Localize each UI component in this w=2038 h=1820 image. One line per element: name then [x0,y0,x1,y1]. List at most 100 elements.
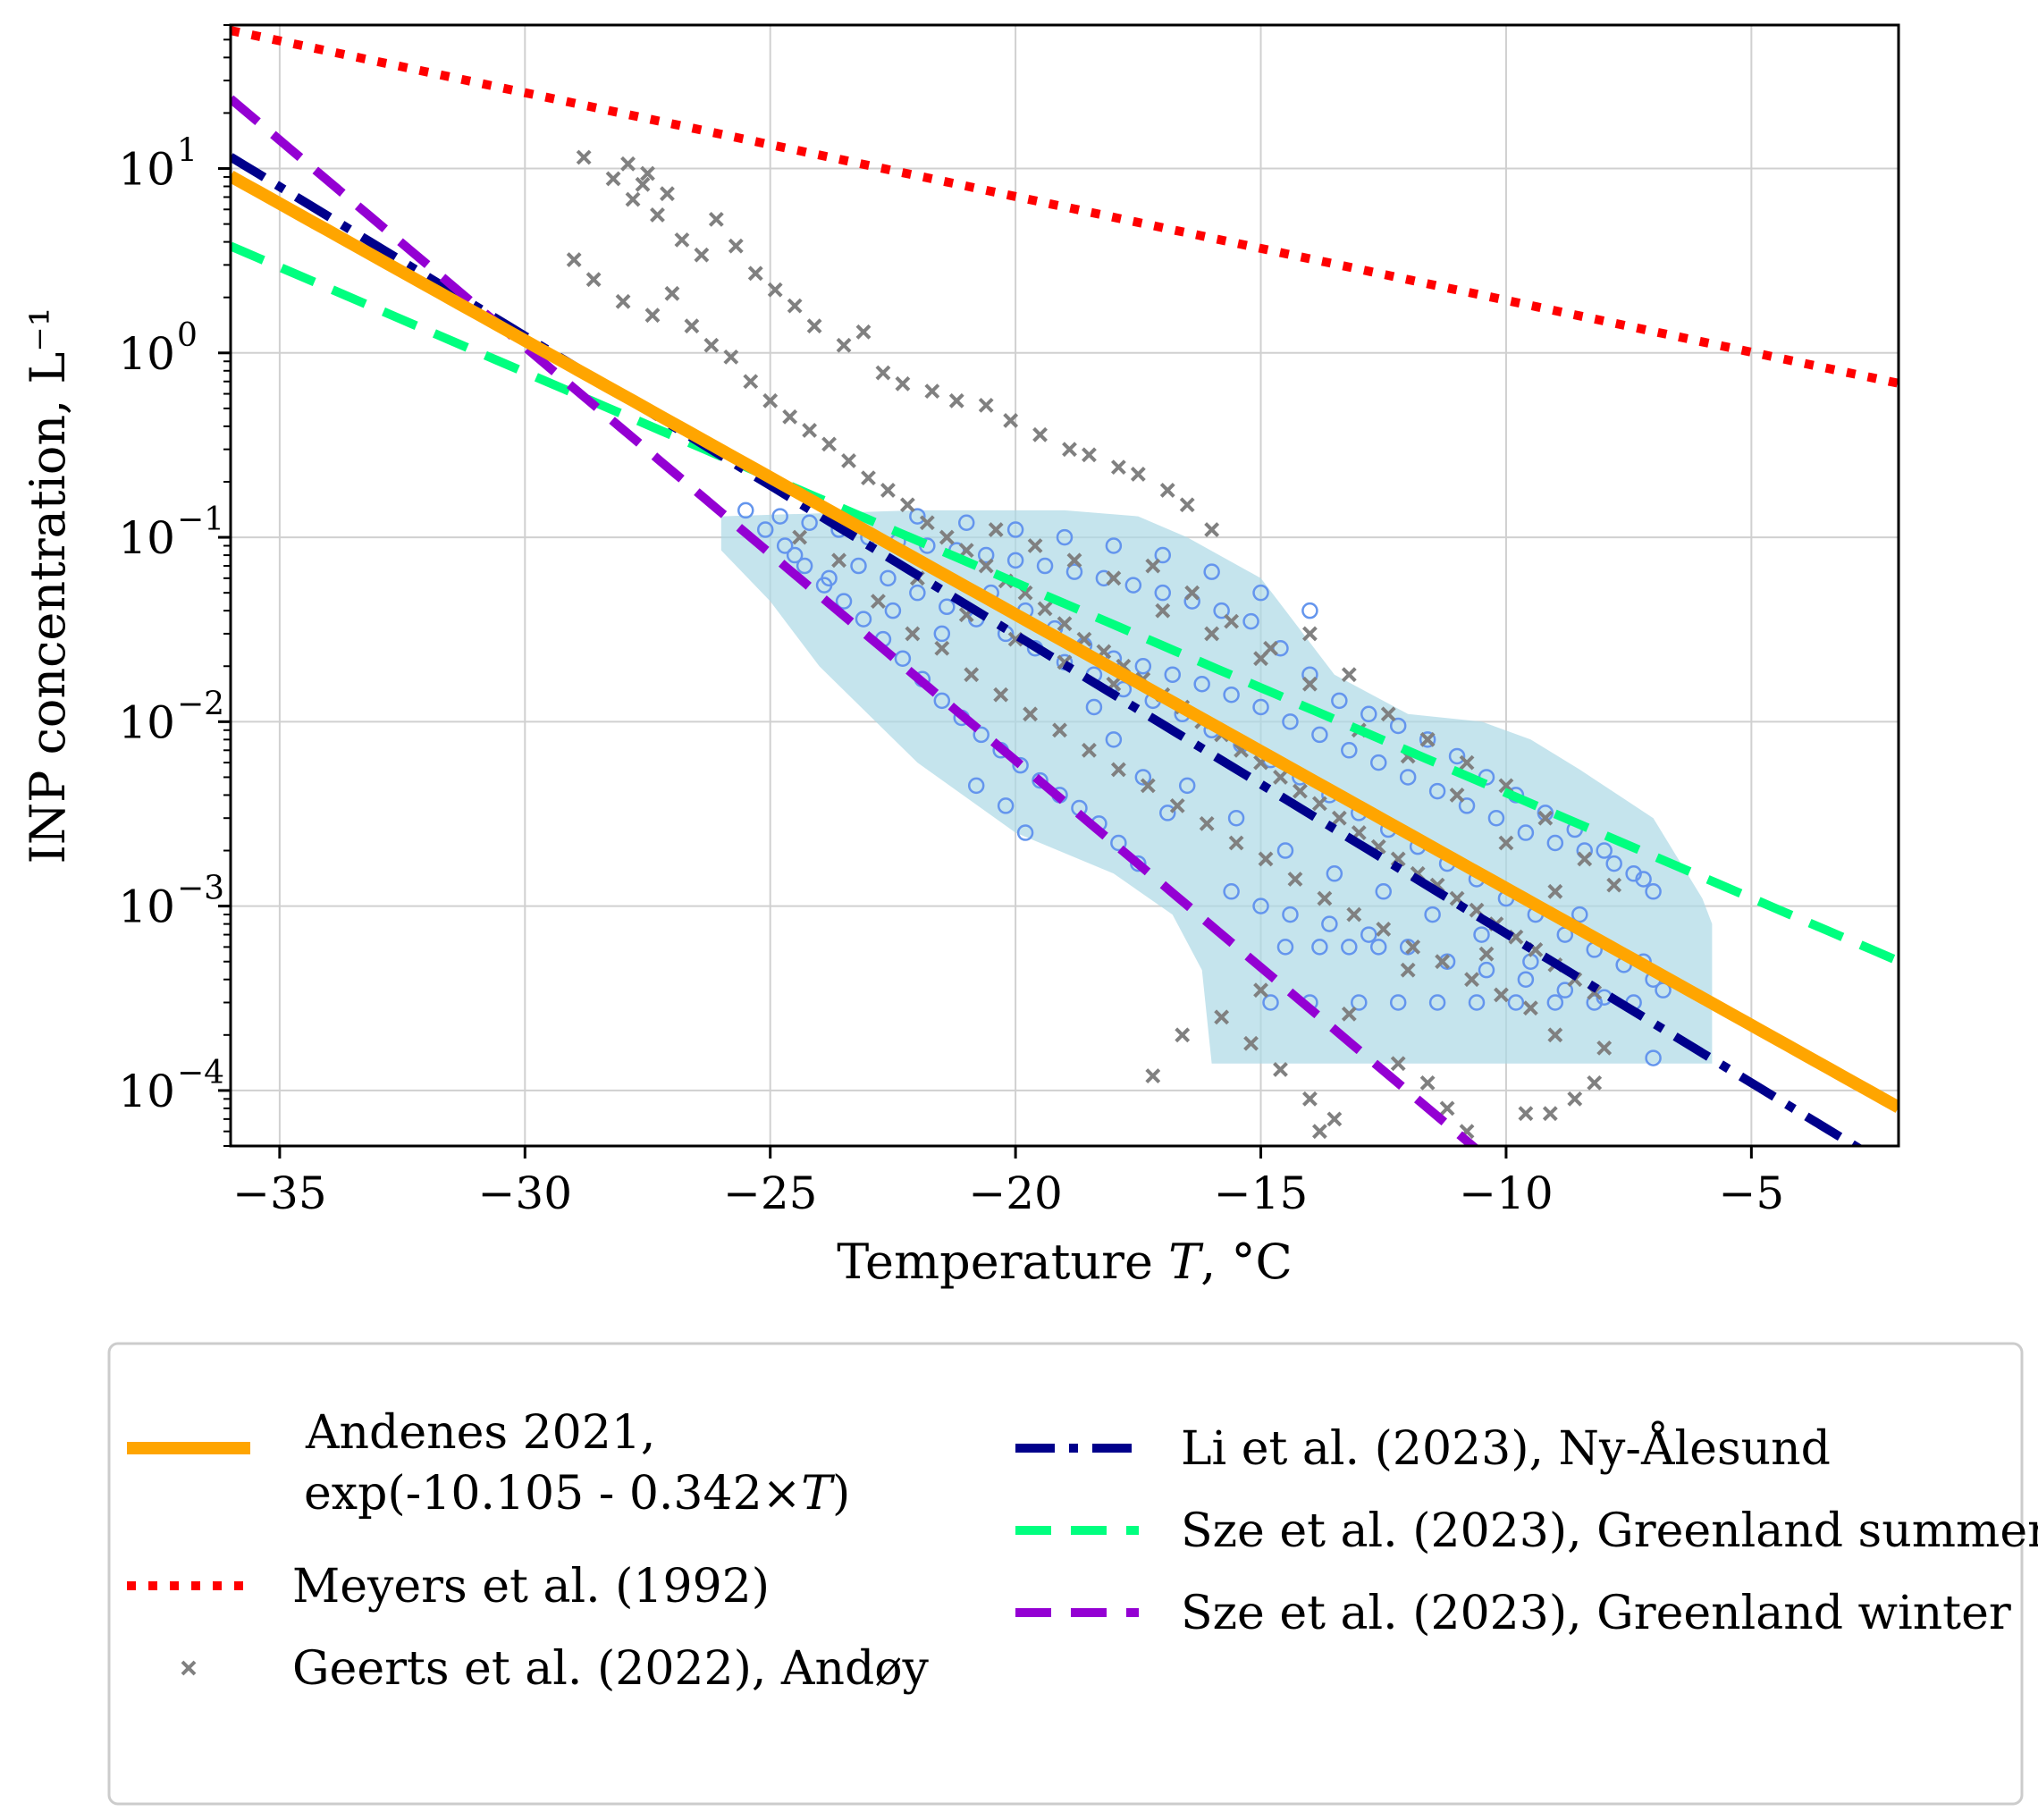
y-tick-exponent: −4 [177,1055,224,1091]
geerts-point [988,522,1004,537]
inp-measurement-point [1605,855,1622,872]
inp-measurement-point [1311,726,1328,744]
inp-measurement-point [1321,915,1338,932]
inp-measurement-point [1341,939,1358,956]
geerts-point [1003,412,1019,428]
inp-measurement-point [1105,537,1123,554]
geerts-point [1478,946,1495,962]
geerts-point [1405,939,1421,955]
geerts-point [1376,921,1392,937]
geerts-point [836,337,852,353]
geerts-point [1606,877,1622,893]
legend-entry: Sze et al. (2023), Greenland summer [1015,1504,2038,1558]
inp-measurement-point [1586,994,1603,1011]
inp-measurement-point [1154,546,1172,564]
plot-area [231,26,1899,1146]
andenes-line [231,170,1899,1113]
inp-measurement-point [796,557,813,575]
inp-measurement-point [1276,939,1294,956]
inp-measurement-point [1389,717,1407,735]
geerts-point [585,272,602,288]
geerts-point [978,397,994,413]
inp-measurement-point [1006,521,1024,538]
inp-measurement-point [1065,563,1083,580]
geerts-point [1057,616,1073,632]
legend-entry: Li et al. (2023), Ny-Ålesund [1015,1420,1831,1476]
geerts-point [924,383,940,400]
inp-measurement-point [821,569,838,587]
geerts-point [1331,810,1347,826]
geerts-point [880,482,896,498]
axes: −35 −30 −25 −20 −15 −10 −510 110 010 −110 −210 −310… [118,24,1784,1219]
inp-measurement-point [1282,713,1299,730]
inp-measurement-point [1056,528,1074,546]
inp-measurement-point [1110,834,1127,852]
inp-measurement-point [1326,865,1343,882]
legend-entry: Geerts et al. (2022), Andøy [181,1642,930,1696]
geerts-point [1341,667,1357,683]
inp-measurement-point [1517,971,1535,988]
geerts-point [1214,1009,1230,1025]
inp-measurement-point [939,598,956,616]
geerts-point [1110,762,1126,778]
line-layer [231,26,1899,1146]
inp-measurement-point [1448,747,1466,765]
geerts-point [1341,1006,1357,1022]
geerts-point [1449,788,1465,803]
inp-measurement-point [977,546,995,564]
geerts-point [919,515,935,531]
geerts-point [1258,851,1274,867]
x-axis-label: Temperature T, °C [837,1234,1293,1290]
inp-measurement-point [786,546,804,564]
inp-measurement-point [1546,834,1564,852]
geerts-point [958,543,974,559]
geerts-point [978,558,994,574]
geerts-point [1082,447,1097,463]
geerts-point [964,667,980,683]
y-tick-label: 10 [118,328,175,380]
inp-measurement-point [850,557,867,575]
geerts-point [1311,1124,1327,1140]
legend-label: Li et al. (2023), Ny-Ålesund [1181,1420,1831,1476]
geerts-point [1027,538,1043,553]
geerts-point [1435,954,1451,970]
inp-measurement-point [1006,552,1024,569]
geerts-point [1253,982,1268,998]
geerts-point [1204,626,1220,642]
sze-summer-line [231,241,1899,965]
x-tick-label: −5 [1718,1167,1784,1219]
inp-measurement-point [1458,797,1476,814]
geerts-point [993,687,1009,703]
legend-label: Geerts et al. (2022), Andøy [292,1642,930,1696]
geerts-point [1243,1035,1259,1051]
geerts-point [664,285,680,301]
geerts-point [694,247,710,263]
inp-measurement-point [1252,584,1269,602]
legend-entry: Meyers et al. (1992) [127,1560,770,1614]
geerts-point [1082,742,1097,758]
geerts-point [660,186,675,202]
geerts-point [1023,706,1038,722]
inp-measurement-point [855,611,872,628]
inp-measurement-point [737,501,754,519]
geerts-point [1390,1056,1406,1072]
geerts-point [1577,851,1593,867]
geerts-point [1547,883,1563,899]
inp-measurement-point [835,593,853,610]
legend-label: Sze et al. (2023), Greenland winter [1181,1587,2011,1640]
meyers-line [231,26,1899,388]
geerts-point [1140,778,1156,794]
geerts-point [1326,1111,1343,1127]
geerts-point [855,324,872,340]
geerts-point [620,156,636,172]
y-tick-label: 10 [118,881,175,933]
geerts-point [1169,797,1185,813]
geerts-point [1159,482,1175,498]
inp-measurement-point [973,726,990,744]
geerts-point [1175,1027,1191,1043]
geerts-point [576,149,592,165]
inp-measurement-point [1473,926,1490,943]
inp-measurement-point [1203,563,1220,580]
geerts-point [1537,810,1554,826]
inp-measurement-point [1242,612,1259,630]
